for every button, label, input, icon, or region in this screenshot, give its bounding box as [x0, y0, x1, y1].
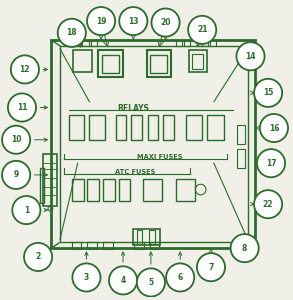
- Circle shape: [257, 149, 285, 177]
- Circle shape: [2, 161, 30, 189]
- Text: 12: 12: [20, 65, 30, 74]
- Bar: [102, 55, 119, 73]
- Bar: [72, 179, 84, 201]
- Circle shape: [119, 7, 147, 35]
- Text: 14: 14: [245, 52, 256, 61]
- Bar: [150, 55, 167, 73]
- Bar: [87, 242, 97, 249]
- Bar: [40, 168, 44, 203]
- Bar: [186, 115, 202, 140]
- Text: 10: 10: [11, 135, 21, 144]
- Circle shape: [12, 196, 40, 224]
- Circle shape: [72, 263, 100, 292]
- Circle shape: [254, 79, 282, 107]
- Circle shape: [260, 114, 288, 142]
- Circle shape: [254, 190, 282, 218]
- Text: 18: 18: [67, 28, 77, 37]
- Bar: [82, 40, 89, 46]
- Bar: [210, 40, 216, 46]
- Bar: [91, 40, 97, 46]
- Text: 2: 2: [35, 252, 41, 261]
- Circle shape: [188, 16, 216, 44]
- Bar: [43, 154, 57, 206]
- Circle shape: [197, 253, 225, 281]
- Text: MAXI FUSES: MAXI FUSES: [137, 154, 183, 160]
- Text: ATC FUSES: ATC FUSES: [115, 169, 156, 175]
- Circle shape: [109, 266, 137, 294]
- Bar: [146, 50, 171, 77]
- Bar: [69, 115, 84, 140]
- Circle shape: [151, 8, 180, 37]
- Circle shape: [87, 7, 115, 35]
- Bar: [202, 40, 208, 46]
- Text: 20: 20: [160, 18, 171, 27]
- Bar: [74, 40, 81, 46]
- Circle shape: [166, 263, 194, 292]
- Bar: [72, 242, 81, 249]
- Bar: [66, 40, 72, 46]
- Text: 13: 13: [128, 16, 139, 26]
- Bar: [60, 46, 248, 242]
- Bar: [103, 242, 113, 249]
- Text: RELAYS: RELAYS: [117, 104, 149, 113]
- Text: 19: 19: [96, 16, 106, 26]
- Bar: [207, 115, 224, 140]
- Bar: [73, 50, 92, 72]
- Bar: [192, 54, 203, 69]
- Text: 21: 21: [197, 26, 207, 34]
- Bar: [137, 230, 142, 244]
- Bar: [51, 40, 255, 248]
- Bar: [189, 50, 207, 72]
- Circle shape: [11, 56, 39, 83]
- Bar: [150, 242, 159, 249]
- Bar: [103, 179, 115, 201]
- Bar: [176, 40, 182, 46]
- Text: 1: 1: [24, 206, 29, 214]
- Bar: [116, 115, 126, 140]
- Circle shape: [231, 234, 259, 262]
- Bar: [119, 179, 130, 201]
- Circle shape: [236, 42, 265, 70]
- Bar: [87, 179, 99, 201]
- Bar: [149, 230, 155, 244]
- Bar: [148, 115, 158, 140]
- Text: 3: 3: [84, 273, 89, 282]
- Text: 17: 17: [266, 159, 276, 168]
- Text: 4: 4: [120, 276, 126, 285]
- Text: 22: 22: [263, 200, 273, 209]
- Circle shape: [8, 94, 36, 122]
- Bar: [131, 115, 142, 140]
- Text: 9: 9: [13, 170, 19, 179]
- Text: 11: 11: [17, 103, 27, 112]
- Circle shape: [58, 19, 86, 47]
- Text: 15: 15: [263, 88, 273, 98]
- Bar: [134, 242, 144, 249]
- Circle shape: [24, 243, 52, 271]
- Text: 6: 6: [178, 273, 183, 282]
- Bar: [98, 50, 123, 77]
- Text: 8: 8: [242, 244, 247, 253]
- Bar: [184, 40, 190, 46]
- Bar: [176, 179, 195, 201]
- Bar: [133, 229, 160, 245]
- Text: 7: 7: [208, 263, 214, 272]
- Bar: [237, 125, 245, 144]
- Bar: [237, 148, 245, 168]
- Text: 5: 5: [148, 278, 154, 287]
- Bar: [89, 115, 105, 140]
- Circle shape: [137, 268, 165, 296]
- Text: 16: 16: [269, 124, 279, 133]
- Bar: [163, 115, 174, 140]
- Circle shape: [2, 126, 30, 154]
- Bar: [143, 179, 162, 201]
